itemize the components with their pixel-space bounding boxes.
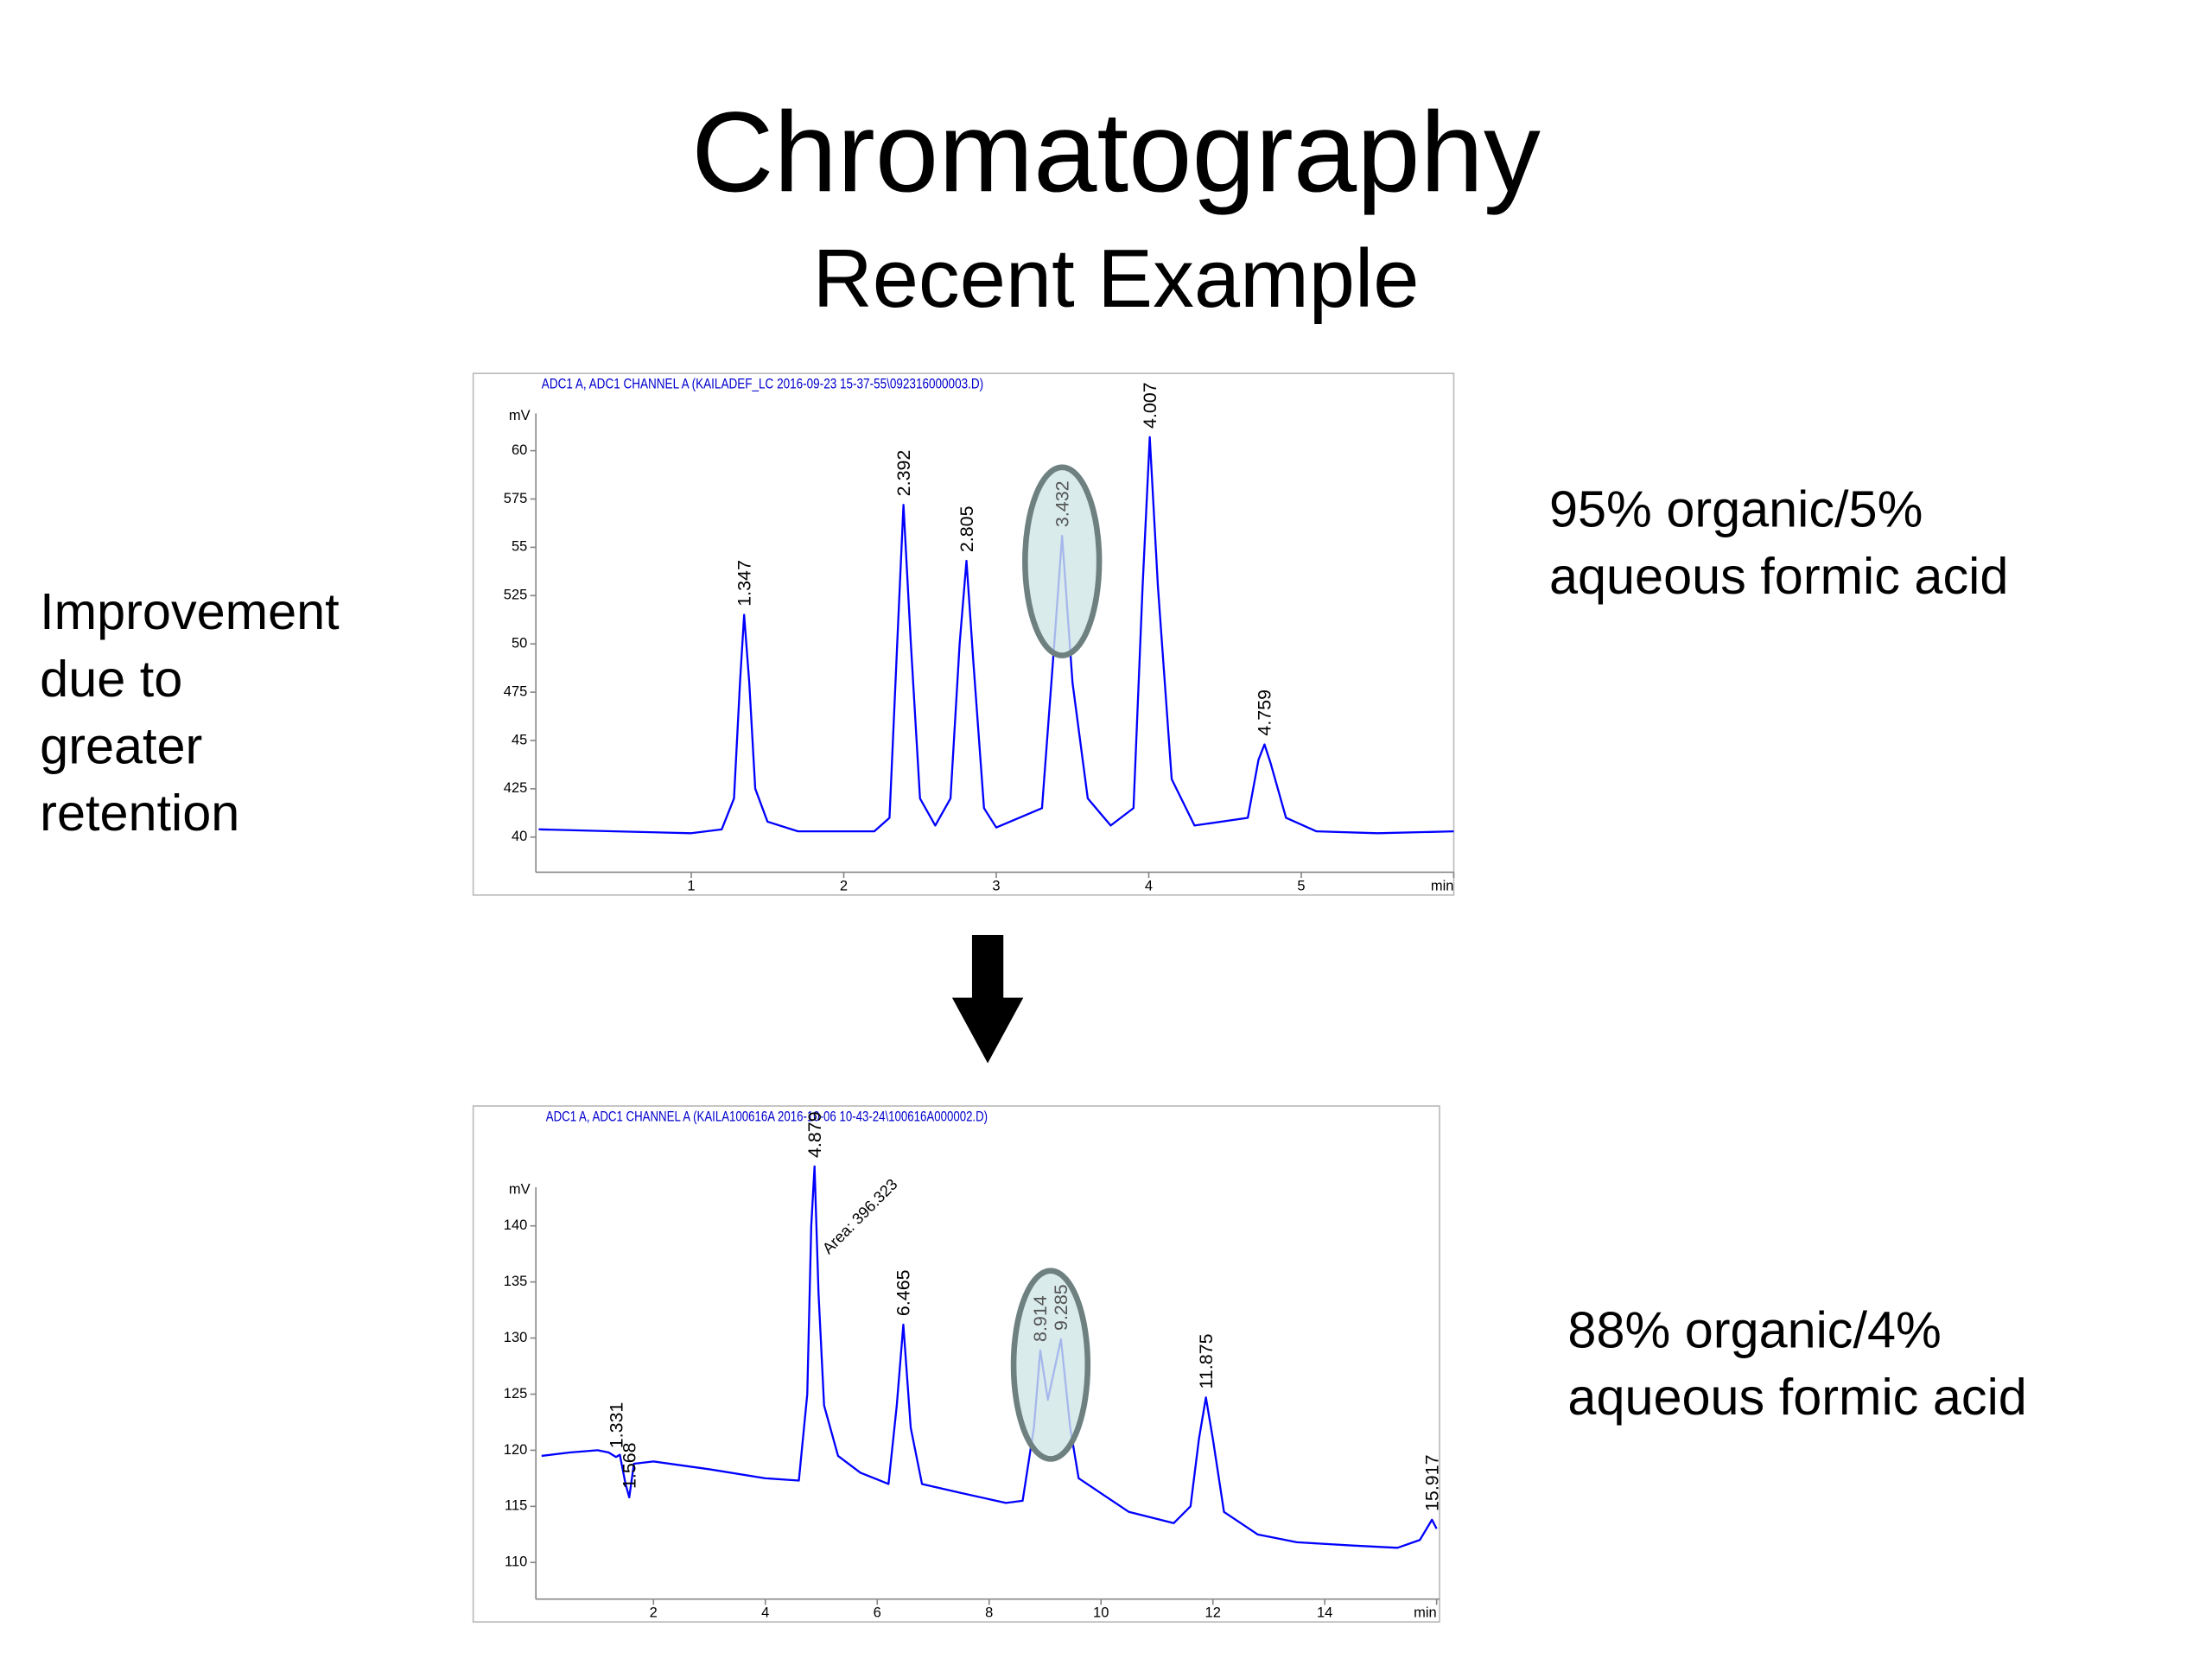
y-tick-label: 130 xyxy=(504,1330,528,1345)
highlight xyxy=(1022,464,1103,658)
right-notes: 95% organic/5% aqueous formic acid 88% o… xyxy=(1549,480,2027,1427)
peak-label: 4.007 xyxy=(1140,382,1160,429)
y-tick-label: 140 xyxy=(504,1217,528,1233)
chart-title: ADC1 A, ADC1 CHANNEL A (KAILADEF_LC 2016… xyxy=(542,377,983,392)
highlight xyxy=(1010,1268,1091,1462)
note-line: 88% organic/4% xyxy=(1567,1301,1941,1359)
x-tick-label: 14 xyxy=(1317,1605,1332,1621)
trace xyxy=(541,1165,1438,1549)
chart-title: ADC1 A, ADC1 CHANNEL A (KAILA100616A 201… xyxy=(546,1109,988,1125)
x-tick-label: min xyxy=(1431,878,1454,893)
y-tick-label: 525 xyxy=(504,588,528,603)
y-tick-label: 50 xyxy=(512,636,527,652)
chart-frame xyxy=(472,1105,1440,1623)
y-tick-label: 40 xyxy=(512,829,527,844)
y-tick-label: 125 xyxy=(504,1386,528,1402)
x-tick-label: 2 xyxy=(840,878,848,893)
note-line: retention xyxy=(40,784,239,842)
note-line: aqueous formic acid xyxy=(1567,1368,2026,1426)
peak-label: 15.917 xyxy=(1422,1454,1443,1511)
y-tick-label: 475 xyxy=(504,683,528,699)
peak-label: 3.432 xyxy=(1052,480,1073,527)
y-tick-label: 425 xyxy=(504,780,528,796)
trace xyxy=(538,435,1454,835)
x-tick-label: 8 xyxy=(985,1605,993,1621)
peak-label: 8.914 xyxy=(1030,1295,1051,1342)
peak-label: 2.392 xyxy=(893,450,914,497)
peak-label: 9.285 xyxy=(1051,1284,1071,1331)
peak-label: 1.568 xyxy=(620,1442,640,1489)
x-tick-label: 4 xyxy=(761,1605,769,1621)
y-tick-label: 575 xyxy=(504,491,528,506)
left-note: Improvement due to greater retention xyxy=(40,582,340,842)
peak-label: 11.875 xyxy=(1196,1333,1217,1389)
note-line: due to xyxy=(40,650,182,708)
y-tick-label: 135 xyxy=(504,1274,528,1289)
x-tick-label: min xyxy=(1414,1605,1437,1621)
y-axis-label: mV xyxy=(509,408,531,423)
x-tick-label: 6 xyxy=(874,1605,881,1621)
y-tick-label: 110 xyxy=(505,1554,527,1570)
x-tick-label: 4 xyxy=(1145,878,1153,893)
note-line: aqueous formic acid xyxy=(1549,547,2008,605)
y-tick-label: 115 xyxy=(505,1498,527,1514)
arrow xyxy=(951,935,1024,1064)
peak-label: 1.347 xyxy=(734,560,755,607)
peak-label: 1.331 xyxy=(606,1402,626,1449)
x-tick-label: 12 xyxy=(1205,1605,1221,1621)
note-line: Improvement xyxy=(40,582,340,640)
y-tick-label: 60 xyxy=(512,442,527,458)
slide-subtitle: Recent Example xyxy=(813,232,1420,325)
x-tick-label: 2 xyxy=(650,1605,658,1621)
y-axis-label: mV xyxy=(509,1182,531,1198)
y-tick-label: 45 xyxy=(512,732,527,747)
x-tick-label: 10 xyxy=(1093,1605,1109,1621)
peak-label: 4.759 xyxy=(1255,690,1275,736)
note-line: 95% organic/5% xyxy=(1549,480,1923,538)
x-tick-label: 3 xyxy=(992,878,1000,893)
peak-label: 4.879 xyxy=(804,1111,825,1158)
peak-label: 6.465 xyxy=(893,1269,914,1316)
peak-label: 2.805 xyxy=(957,505,977,552)
y-tick-label: 120 xyxy=(504,1442,528,1458)
note-line: greater xyxy=(40,716,202,774)
x-tick-label: 1 xyxy=(687,878,695,893)
y-tick-label: 55 xyxy=(512,539,527,555)
slide-title: Chromatography xyxy=(691,88,1541,215)
x-tick-label: 5 xyxy=(1297,878,1305,893)
chart-frame xyxy=(472,372,1455,896)
